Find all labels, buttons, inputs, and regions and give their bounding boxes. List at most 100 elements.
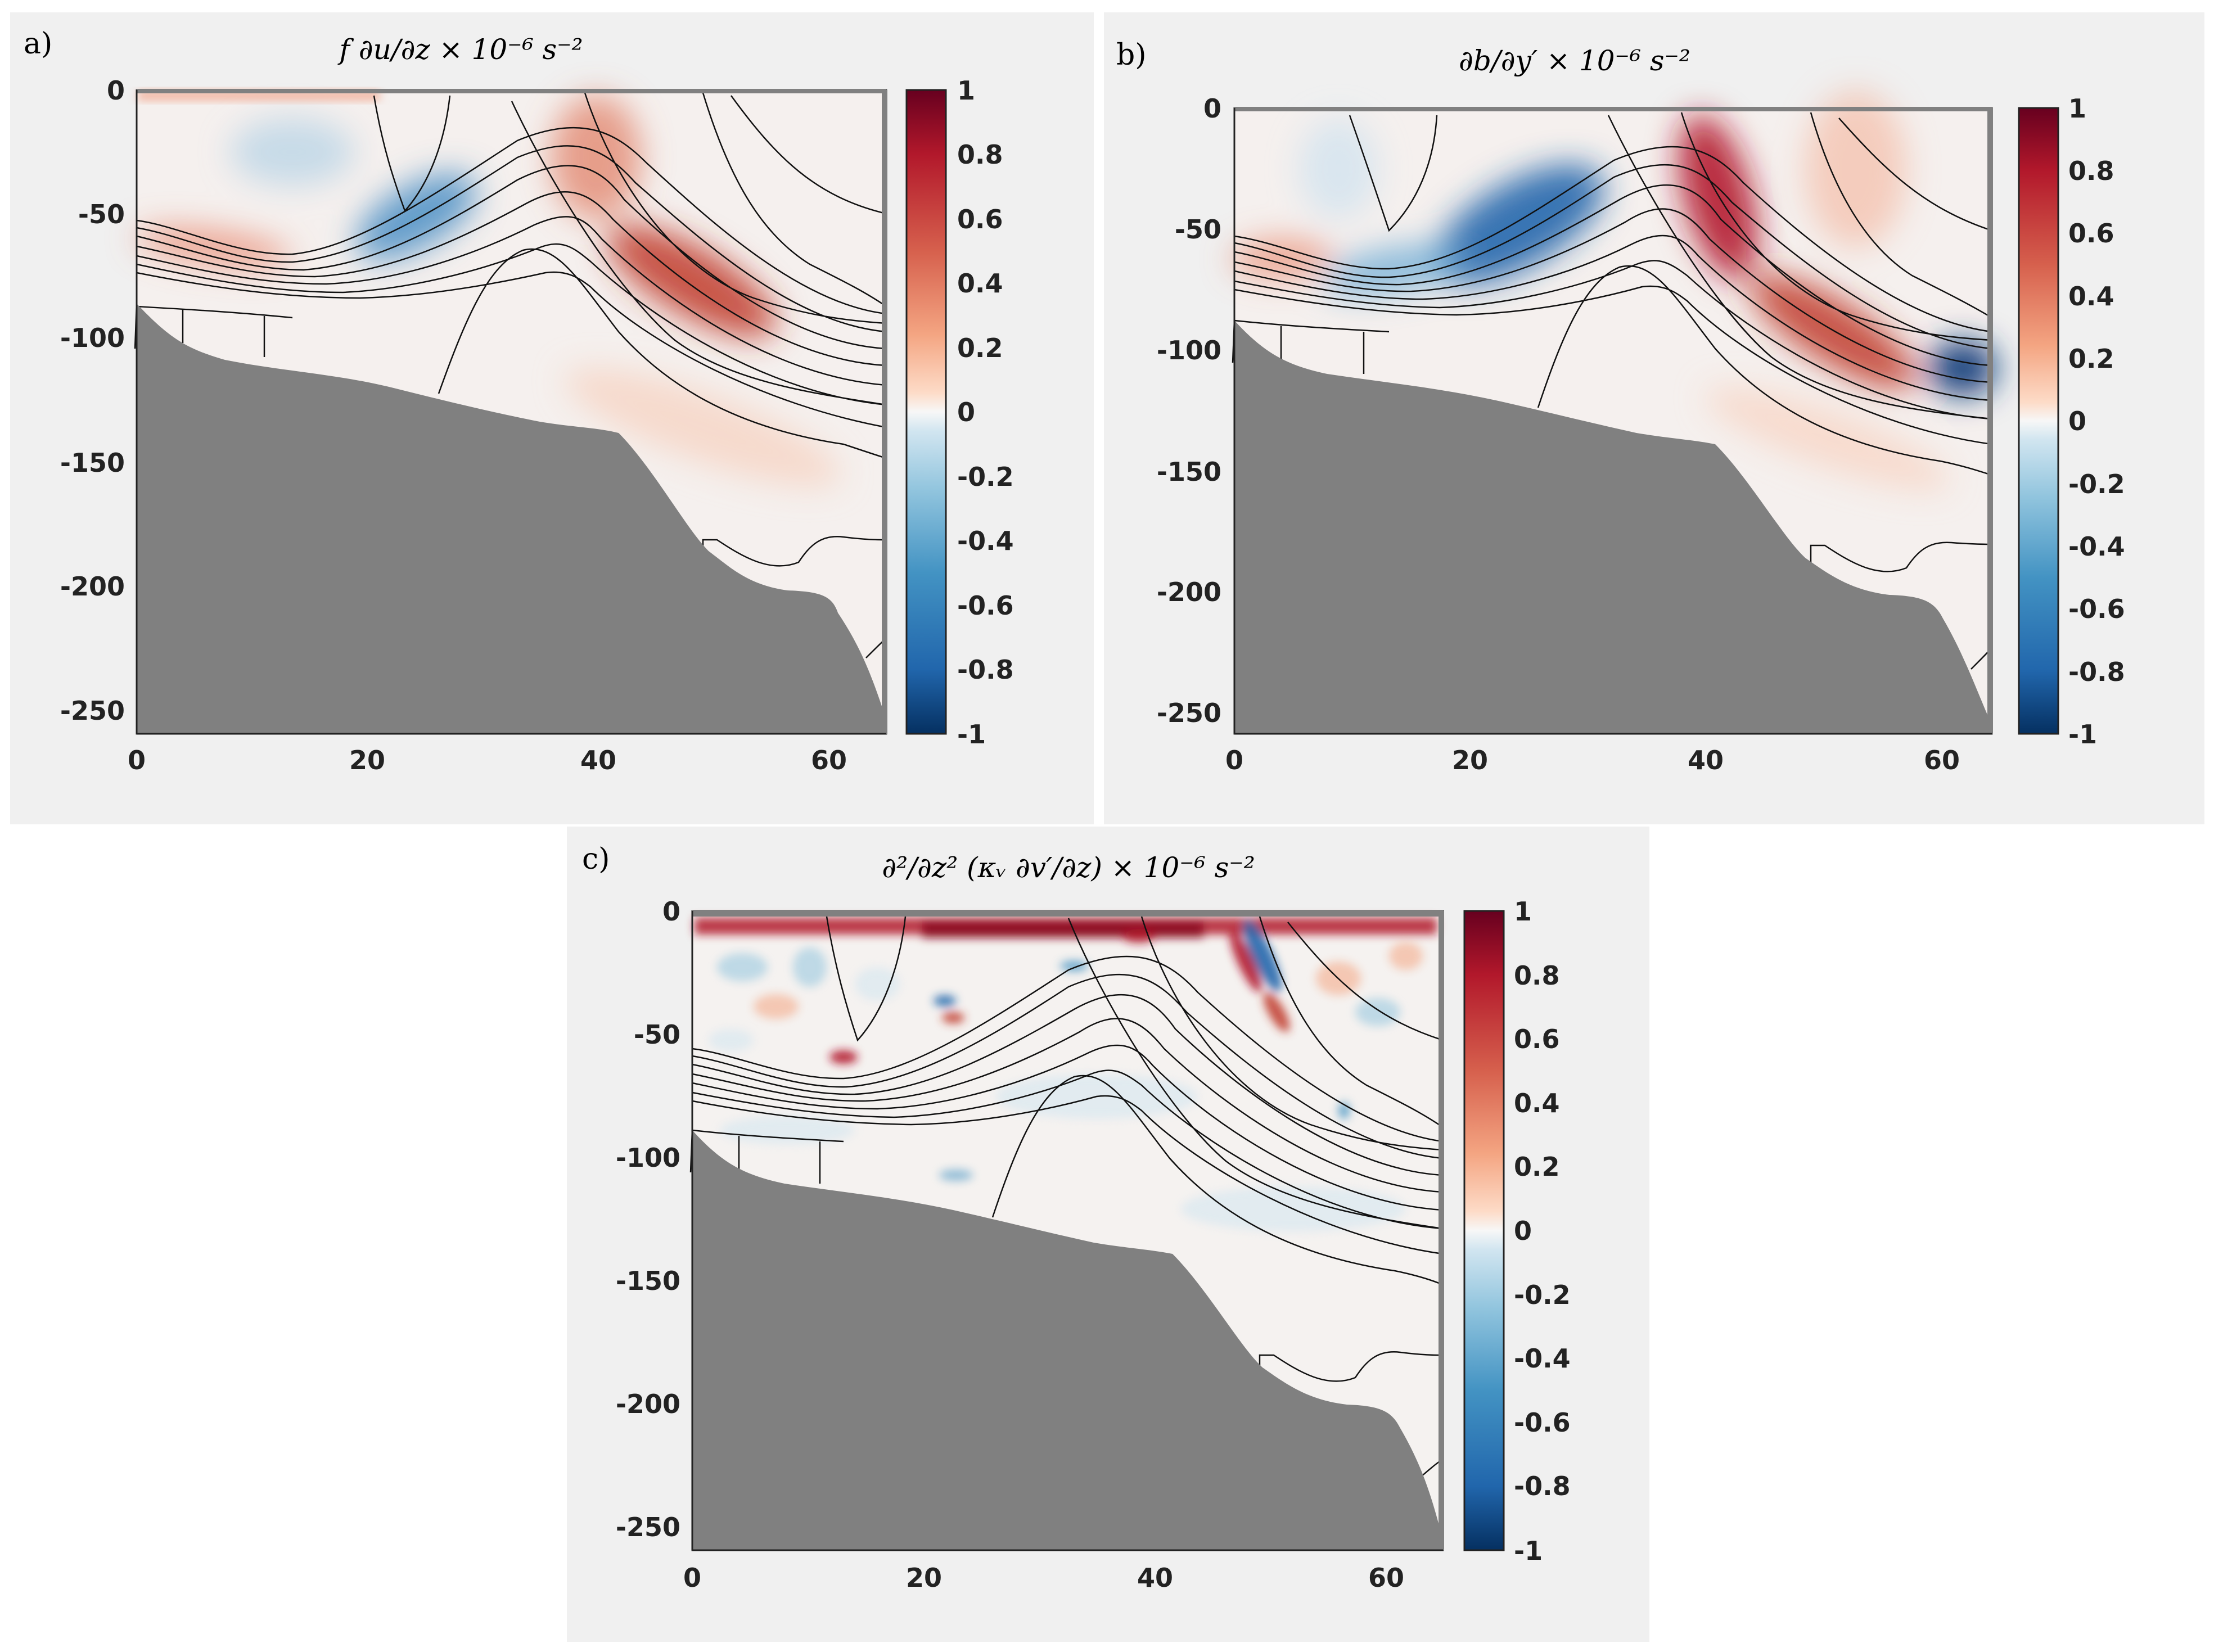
panel-c-colorbar-tick: -0.2 — [1514, 1280, 1571, 1310]
panel-a-colorbar-tick: -0.8 — [957, 655, 1014, 685]
panel-b-colorbar-tick: -0.8 — [2068, 657, 2125, 687]
panel-b-colorbar-tick: 0 — [2068, 406, 2086, 436]
panel-a-plot — [134, 89, 887, 735]
panel-b-colorbar-tick: 0.2 — [2068, 344, 2114, 374]
panel-c-colorbar-tick: 0.8 — [1514, 960, 1560, 991]
panel-c-plot — [689, 910, 1444, 1551]
panel-b-neg-anomaly-top — [1299, 118, 1378, 219]
panel-a-right-band — [882, 90, 887, 734]
panel-a-x-tick: 0 — [128, 745, 146, 775]
panel-b-colorbar-tick: 1 — [2068, 93, 2086, 124]
panel-c-y-axis: 0 -50 -100 -150 -200 -250 — [616, 896, 693, 1550]
panel-a: a) f ∂u/∂z × 10⁻⁶ s⁻² 0 20 40 6 — [24, 27, 1014, 775]
panel-a-bathymetry — [137, 304, 886, 734]
panel-b-colorbar: 1 0.8 0.6 0.4 0.2 0 -0.2 -0.4 -0.6 -0.8 … — [2018, 93, 2125, 750]
panel-a-colorbar-tick: -1 — [957, 719, 986, 750]
panel-a-y-tick: -250 — [60, 696, 125, 726]
panel-a-pos-anomaly-bottom — [565, 368, 841, 487]
panel-c-pos-streak — [1229, 931, 1262, 992]
panel-b-colorbar-tick: 0.6 — [2068, 218, 2114, 249]
panel-a-y-tick: -200 — [60, 571, 125, 602]
panel-b-colorbar-tick: 0.8 — [2068, 156, 2114, 186]
panel-a-y-tick: 0 — [107, 75, 125, 106]
panel-b-y-tick: 0 — [1203, 93, 1221, 124]
panel-a-title: f ∂u/∂z × 10⁻⁶ s⁻² — [337, 33, 583, 66]
panel-a-y-tick: -150 — [60, 448, 125, 478]
panel-a-colorbar-tick: -0.2 — [957, 462, 1014, 492]
panel-b-x-tick: 0 — [1225, 745, 1243, 775]
panel-c-right-band — [1439, 911, 1444, 1550]
panel-c-x-tick: 20 — [906, 1563, 942, 1593]
panel-a-contours — [134, 92, 887, 658]
panel-b-right-band — [1987, 108, 1993, 734]
panel-a-neg-anomaly — [355, 173, 477, 260]
panel-c-surface-band-dark — [922, 921, 1203, 938]
panel-a-colorbar-tick: 0 — [957, 397, 975, 427]
panel-c-x-tick: 40 — [1137, 1563, 1173, 1593]
panel-c-colorbar-tick: 0.6 — [1514, 1024, 1560, 1054]
panel-c-colorbar-tick: -0.4 — [1514, 1343, 1571, 1374]
panel-b-x-tick: 40 — [1688, 745, 1724, 775]
panel-c-colorbar: 1 0.8 0.6 0.4 0.2 0 -0.2 -0.4 -0.6 -0.8 … — [1463, 896, 1571, 1566]
panel-b-plot — [1232, 90, 1996, 735]
panel-a-label: a) — [24, 27, 52, 61]
panel-a-colorbar: 1 0.8 0.6 0.4 0.2 0 -0.2 -0.4 -0.6 -0.8 … — [905, 75, 1014, 750]
panel-a-colorbar-tick: 0.8 — [957, 139, 1003, 170]
panel-c-colorbar-tick: -0.6 — [1514, 1407, 1571, 1438]
panel-b-neg-anomaly-left — [1322, 244, 1467, 296]
panel-b-neg-anomaly-right — [1929, 340, 1996, 396]
panel-b-pos-anomaly-bottom — [1706, 387, 1950, 490]
panel-a-colorbar-tick: -0.4 — [957, 526, 1014, 556]
panel-b: b) ∂b/∂y′ × 10⁻⁶ s⁻² 0 — [1116, 38, 2125, 775]
panel-c-colorbar-tick: 0.2 — [1514, 1152, 1560, 1182]
panel-a-neg-anomaly-upper — [231, 118, 354, 186]
panel-a-x-tick: 20 — [349, 745, 385, 775]
panel-c-colorbar-tick: -0.8 — [1514, 1471, 1571, 1501]
panel-c-pos-blob — [829, 1050, 858, 1064]
panel-b-y-tick: -150 — [1157, 457, 1221, 487]
panel-b-y-tick: -100 — [1157, 335, 1221, 365]
panel-a-y-tick: -50 — [78, 199, 125, 229]
panel-c-y-tick: -50 — [634, 1019, 680, 1050]
panel-c-title: ∂²/∂z² (κᵥ ∂v′/∂z) × 10⁻⁶ s⁻² — [882, 851, 1255, 884]
panel-c-pos-streak-lower — [1263, 992, 1290, 1032]
panel-c-colorbar-tick: 0.4 — [1514, 1088, 1560, 1118]
panel-b-y-axis: 0 -50 -100 -150 -200 -250 — [1157, 93, 1235, 734]
panel-c-x-axis: 0 20 40 60 — [683, 1549, 1443, 1593]
panel-b-y-tick: -200 — [1157, 577, 1221, 607]
panel-b-colorbar-tick: -0.4 — [2068, 531, 2125, 562]
panel-b-colorbar-tick: -0.6 — [2068, 594, 2125, 624]
panel-c-pos-blob-2 — [942, 1012, 964, 1023]
panel-b-bathymetry — [1234, 321, 1992, 734]
panel-a-colorbar-tick: 0.6 — [957, 204, 1003, 234]
panel-c-anomalies — [695, 918, 1437, 1119]
panel-c: c) ∂²/∂z² (κᵥ ∂v′/∂z) × 10⁻⁶ s⁻² — [582, 842, 1571, 1593]
panel-a-top-band — [137, 89, 886, 93]
panel-c-colorbar-tick: 1 — [1514, 896, 1532, 927]
panel-a-y-tick: -100 — [60, 323, 125, 353]
panel-b-x-tick: 60 — [1924, 745, 1960, 775]
panel-a-colorbar-tick: -0.6 — [957, 590, 1014, 621]
panel-b-pos-anomaly-lower — [1750, 274, 1917, 389]
panel-c-y-tick: -100 — [616, 1143, 680, 1173]
panel-a-pos-anomaly-upper — [551, 96, 641, 219]
panel-a-colorbar-tick: 0.4 — [957, 268, 1003, 299]
panel-a-x-tick: 60 — [811, 745, 847, 775]
panel-c-x-tick: 0 — [683, 1563, 701, 1593]
panel-c-neg-streak — [1243, 920, 1282, 992]
panel-a-colorbar-tick: 1 — [957, 75, 975, 106]
panel-b-colorbar-tick: -1 — [2068, 719, 2097, 750]
panel-b-colorbar-tick: -0.2 — [2068, 469, 2125, 499]
panel-b-title: ∂b/∂y′ × 10⁻⁶ s⁻² — [1459, 44, 1690, 77]
panel-c-neg-blob — [934, 995, 956, 1006]
panel-c-top-band — [692, 910, 1443, 917]
panel-c-y-tick: 0 — [662, 896, 680, 927]
panel-b-y-tick: -250 — [1157, 698, 1221, 728]
panel-c-colorbar-tick: -1 — [1514, 1536, 1543, 1566]
panel-c-y-tick: -250 — [616, 1512, 680, 1542]
panel-b-y-tick: -50 — [1175, 214, 1221, 245]
panel-b-pos-anomaly-right — [1805, 90, 1906, 247]
panel-c-contours — [689, 916, 1444, 1485]
panel-c-y-tick: -150 — [616, 1266, 680, 1296]
